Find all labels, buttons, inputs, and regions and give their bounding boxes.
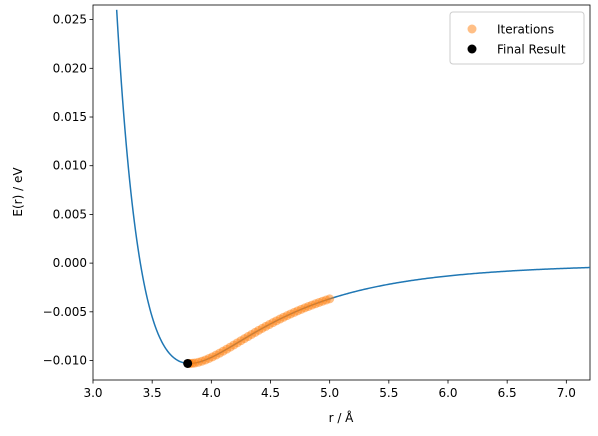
- y-axis-label: E(r) / eV: [11, 167, 25, 217]
- x-tick-label: 3.5: [143, 386, 162, 400]
- y-tick-label: 0.005: [53, 207, 87, 221]
- x-axis-ticks: 3.0 3.5 4.0 4.5 5.0 5.5 6.0 6.5 7.0: [83, 380, 576, 400]
- y-tick-label: −0.010: [43, 354, 87, 368]
- legend: Iterations Final Result: [449, 11, 585, 65]
- x-tick-label: 4.5: [261, 386, 280, 400]
- legend-box: [449, 11, 585, 65]
- x-tick-label: 5.5: [379, 386, 398, 400]
- x-tick-label: 5.0: [320, 386, 339, 400]
- final-result-point: [183, 358, 193, 368]
- legend-final-result-marker: [467, 44, 477, 54]
- x-axis-label: r / Å: [329, 410, 355, 425]
- y-tick-label: 0.010: [53, 159, 87, 173]
- legend-final-result-label: Final Result: [497, 43, 566, 57]
- y-tick-label: 0.020: [53, 61, 87, 75]
- x-tick-label: 3.0: [83, 386, 102, 400]
- final-result-layer: [183, 358, 193, 368]
- plot-area: [92, 4, 591, 381]
- y-tick-label: 0.000: [53, 256, 87, 270]
- legend-iterations-label: Iterations: [497, 23, 554, 37]
- x-tick-label: 4.0: [202, 386, 221, 400]
- x-tick-label: 6.0: [438, 386, 457, 400]
- legend-iterations-marker: [467, 24, 477, 34]
- y-tick-label: 0.025: [53, 13, 87, 27]
- x-tick-label: 7.0: [557, 386, 576, 400]
- y-axis-ticks: −0.010 −0.005 0.000 0.005 0.010 0.015 0.020 0.0…: [43, 13, 93, 368]
- y-tick-label: −0.005: [43, 305, 87, 319]
- x-tick-label: 6.5: [498, 386, 517, 400]
- axes-frame: [92, 4, 591, 381]
- y-tick-label: 0.015: [53, 110, 87, 124]
- iterations-layer: [184, 294, 335, 368]
